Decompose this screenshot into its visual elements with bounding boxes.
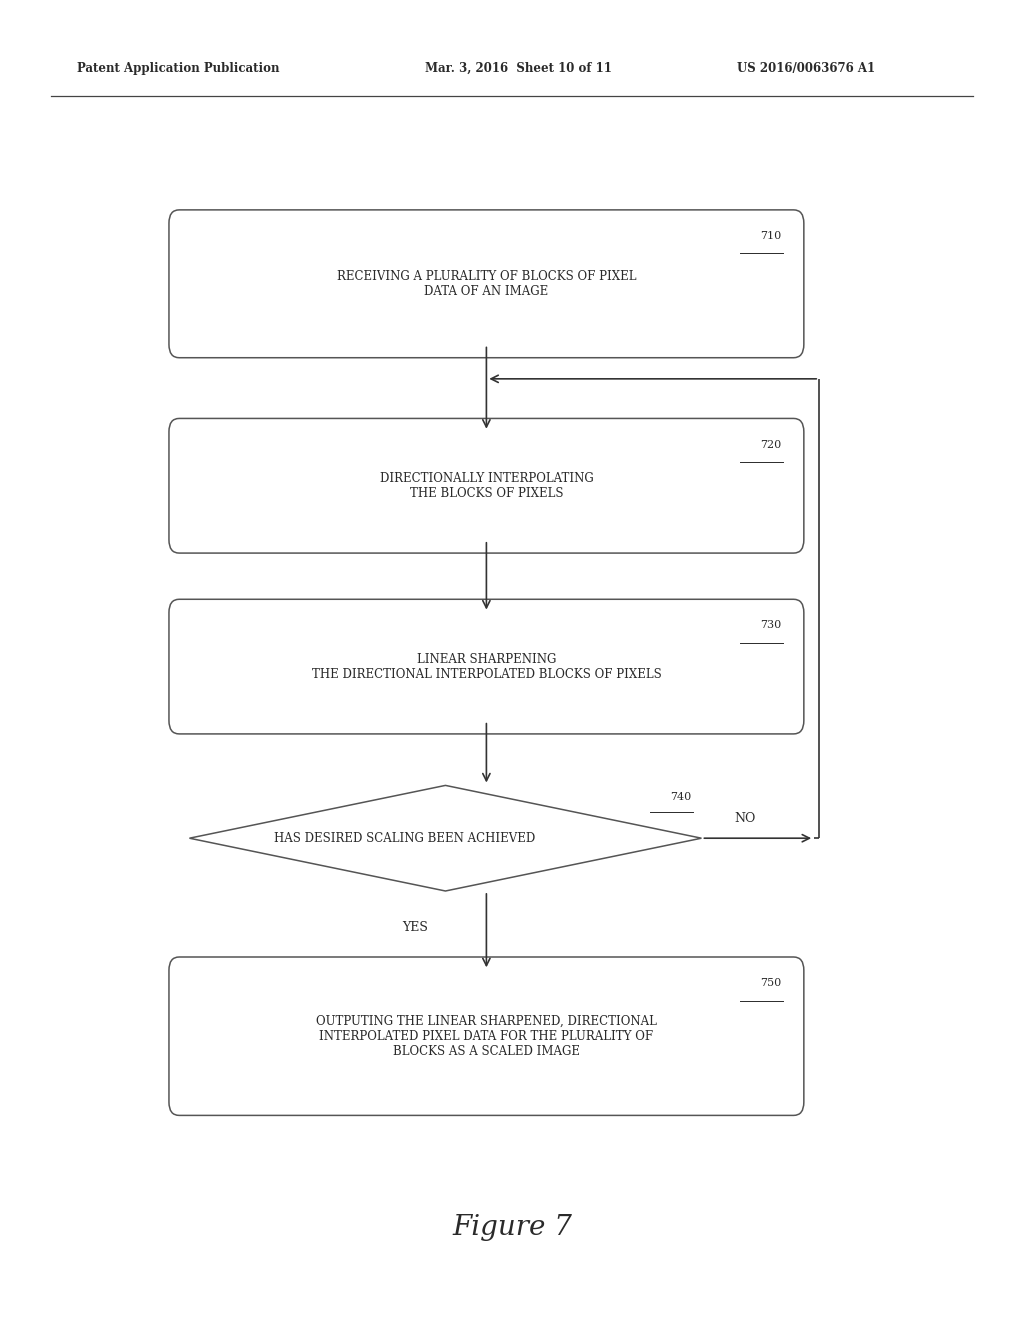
Text: 720: 720 [760,440,781,450]
Text: DIRECTIONALLY INTERPOLATING
THE BLOCKS OF PIXELS: DIRECTIONALLY INTERPOLATING THE BLOCKS O… [380,471,593,500]
Text: NO: NO [735,812,756,825]
FancyBboxPatch shape [169,957,804,1115]
Text: OUTPUTING THE LINEAR SHARPENED, DIRECTIONAL
INTERPOLATED PIXEL DATA FOR THE PLUR: OUTPUTING THE LINEAR SHARPENED, DIRECTIO… [316,1015,656,1057]
FancyBboxPatch shape [169,418,804,553]
Text: 710: 710 [760,231,781,242]
Text: RECEIVING A PLURALITY OF BLOCKS OF PIXEL
DATA OF AN IMAGE: RECEIVING A PLURALITY OF BLOCKS OF PIXEL… [337,269,636,298]
Text: Mar. 3, 2016  Sheet 10 of 11: Mar. 3, 2016 Sheet 10 of 11 [425,62,611,75]
Text: US 2016/0063676 A1: US 2016/0063676 A1 [737,62,876,75]
Text: Figure 7: Figure 7 [452,1214,572,1241]
FancyBboxPatch shape [169,599,804,734]
Text: 730: 730 [760,620,781,631]
Text: LINEAR SHARPENING
THE DIRECTIONAL INTERPOLATED BLOCKS OF PIXELS: LINEAR SHARPENING THE DIRECTIONAL INTERP… [311,652,662,681]
Text: 740: 740 [670,792,691,803]
Text: 750: 750 [760,978,781,989]
Text: YES: YES [401,921,428,935]
FancyBboxPatch shape [169,210,804,358]
Text: HAS DESIRED SCALING BEEN ACHIEVED: HAS DESIRED SCALING BEEN ACHIEVED [273,832,536,845]
Polygon shape [189,785,701,891]
Text: Patent Application Publication: Patent Application Publication [77,62,280,75]
